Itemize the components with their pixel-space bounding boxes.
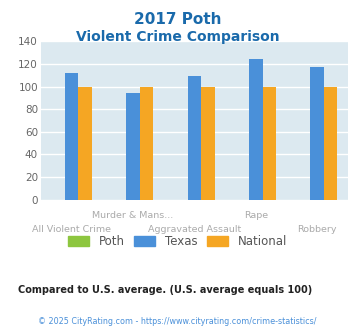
Bar <box>249 59 263 200</box>
Bar <box>140 86 153 200</box>
Text: 2017 Poth: 2017 Poth <box>134 12 221 26</box>
Legend: Poth, Texas, National: Poth, Texas, National <box>63 231 292 253</box>
Bar <box>78 86 92 200</box>
Text: Violent Crime Comparison: Violent Crime Comparison <box>76 30 279 44</box>
Bar <box>126 93 140 200</box>
Bar <box>201 86 215 200</box>
Text: All Violent Crime: All Violent Crime <box>32 225 111 234</box>
Bar <box>65 73 78 200</box>
Text: Rape: Rape <box>244 211 268 220</box>
Text: © 2025 CityRating.com - https://www.cityrating.com/crime-statistics/: © 2025 CityRating.com - https://www.city… <box>38 317 317 326</box>
Text: Murder & Mans...: Murder & Mans... <box>92 211 174 220</box>
Text: Aggravated Assault: Aggravated Assault <box>148 225 241 234</box>
Bar <box>187 76 201 200</box>
Text: Robbery: Robbery <box>297 225 337 234</box>
Bar <box>263 86 276 200</box>
Bar <box>310 67 324 200</box>
Bar <box>324 86 338 200</box>
Text: Compared to U.S. average. (U.S. average equals 100): Compared to U.S. average. (U.S. average … <box>18 285 312 295</box>
